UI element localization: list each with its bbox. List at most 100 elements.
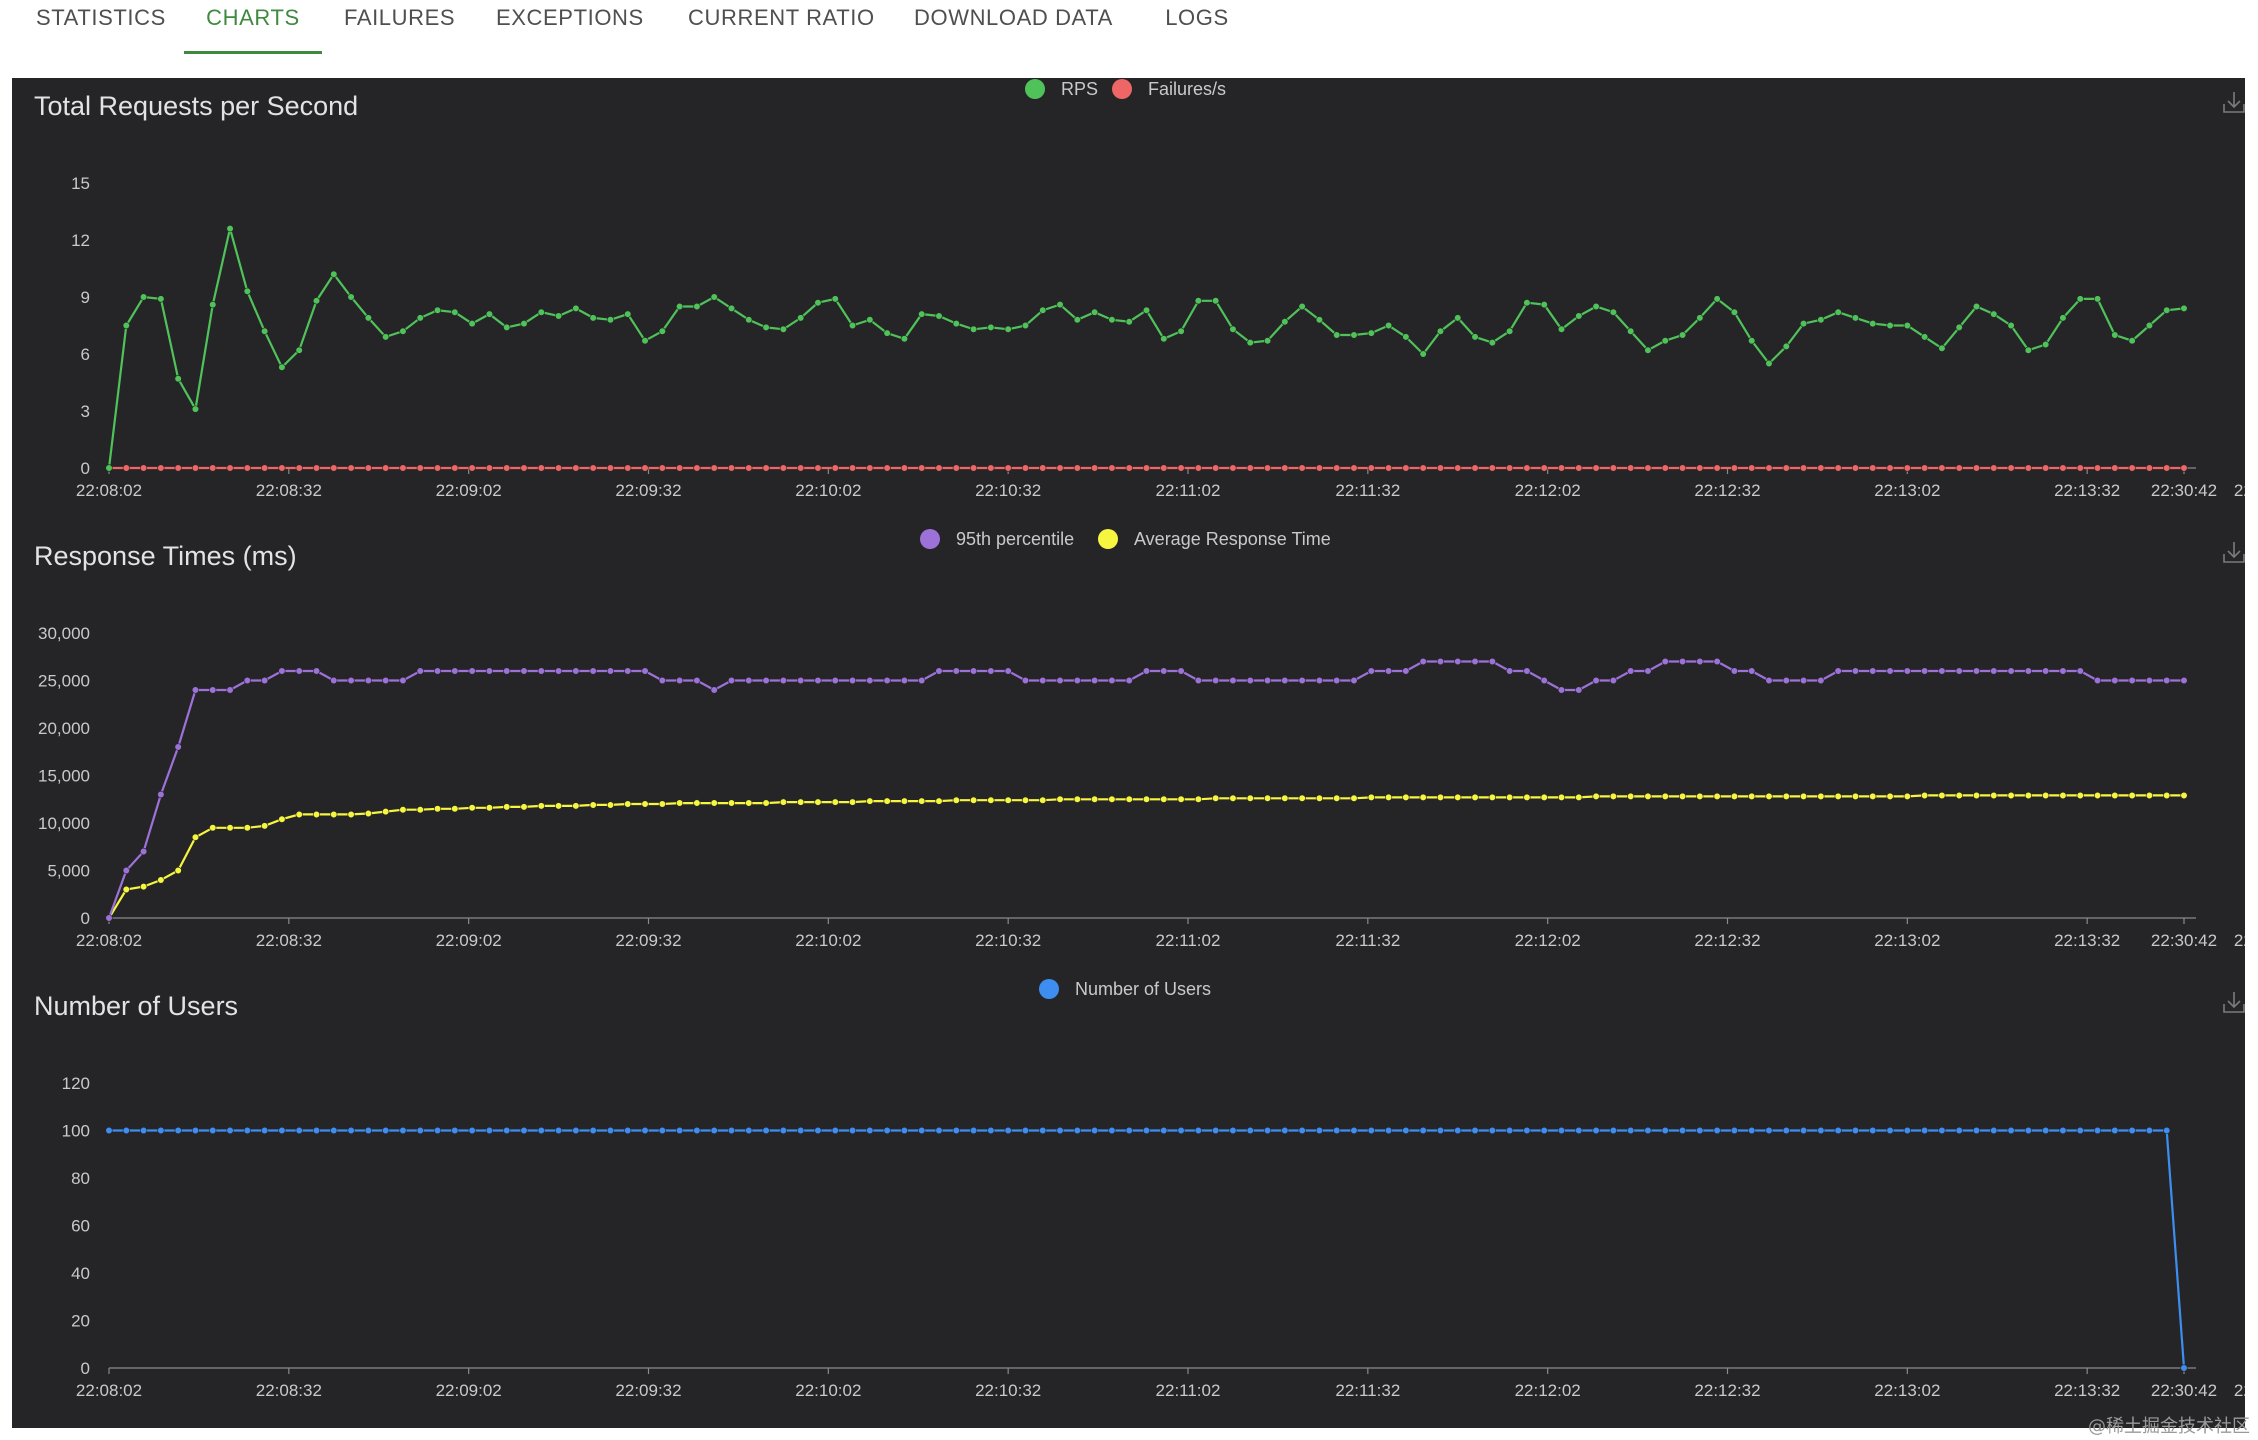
data-point-rps bbox=[1108, 316, 1116, 324]
tab-exceptions[interactable]: EXCEPTIONS bbox=[496, 5, 644, 30]
data-point-95th-percentile bbox=[797, 676, 805, 685]
data-point-number-of-users bbox=[1713, 1126, 1721, 1135]
data-point-number-of-users bbox=[1281, 1126, 1289, 1135]
legend-marker-average-response-time[interactable] bbox=[1098, 529, 1118, 549]
data-point-95th-percentile bbox=[1955, 667, 1963, 675]
data-point-95th-percentile bbox=[2059, 667, 2067, 675]
data-point-number-of-users bbox=[1436, 1126, 1445, 1135]
legend-label-number-of-users[interactable]: Number of Users bbox=[1075, 979, 1211, 999]
data-point-rps bbox=[1799, 320, 1808, 328]
data-point-rps bbox=[1246, 339, 1254, 347]
data-point-failures-s bbox=[226, 464, 234, 472]
data-point-95th-percentile bbox=[1402, 667, 1410, 675]
data-point-95th-percentile bbox=[1627, 667, 1635, 675]
legend-marker-rps[interactable] bbox=[1025, 79, 1045, 99]
data-point-number-of-users bbox=[1160, 1126, 1168, 1135]
data-point-failures-s bbox=[209, 464, 217, 472]
data-point-rps bbox=[1886, 321, 1894, 330]
legend-label-95th-percentile[interactable]: 95th percentile bbox=[956, 529, 1074, 549]
data-point-number-of-users bbox=[1592, 1126, 1600, 1135]
data-point-95th-percentile bbox=[1540, 676, 1548, 685]
data-point-average-response-time bbox=[1834, 792, 1842, 801]
data-point-rps bbox=[520, 320, 528, 328]
data-point-rps bbox=[1609, 308, 1617, 316]
data-point-95th-percentile bbox=[122, 866, 130, 875]
data-point-rps bbox=[278, 363, 286, 371]
data-point-average-response-time bbox=[122, 885, 130, 894]
data-point-rps bbox=[641, 337, 649, 345]
tab-failures[interactable]: FAILURES bbox=[344, 5, 456, 30]
data-point-average-response-time bbox=[1696, 792, 1704, 801]
data-point-rps bbox=[1730, 308, 1739, 316]
data-point-failures-s bbox=[658, 464, 666, 472]
data-point-number-of-users bbox=[2042, 1126, 2050, 1135]
x-tick-label: 22:10:02 bbox=[795, 931, 861, 950]
download-icon[interactable] bbox=[2223, 992, 2245, 1013]
legend-label-rps[interactable]: RPS bbox=[1061, 79, 1098, 99]
legend-label-failures-s[interactable]: Failures/s bbox=[1148, 79, 1226, 99]
legend-label-average-response-time[interactable]: Average Response Time bbox=[1134, 529, 1331, 549]
data-point-failures-s bbox=[330, 464, 338, 472]
data-point-number-of-users bbox=[1039, 1126, 1047, 1135]
data-point-rps bbox=[935, 312, 943, 320]
data-point-number-of-users bbox=[1903, 1126, 1911, 1135]
tab-download-data[interactable]: DOWNLOAD DATA bbox=[914, 5, 1113, 30]
data-point-failures-s bbox=[1004, 464, 1012, 472]
download-icon[interactable] bbox=[2223, 92, 2245, 113]
data-point-number-of-users bbox=[1229, 1126, 1237, 1135]
data-point-number-of-users bbox=[900, 1126, 909, 1135]
data-point-average-response-time bbox=[2093, 791, 2102, 800]
data-point-failures-s bbox=[1212, 464, 1220, 472]
data-point-rps bbox=[312, 297, 321, 305]
tab-charts[interactable]: CHARTS bbox=[184, 0, 322, 54]
data-point-failures-s bbox=[1765, 464, 1773, 472]
data-point-number-of-users bbox=[1678, 1126, 1687, 1135]
data-point-number-of-users bbox=[1730, 1126, 1739, 1135]
data-point-95th-percentile bbox=[883, 676, 891, 685]
tab-logs[interactable]: LOGS bbox=[1165, 5, 1229, 30]
data-point-rps bbox=[1488, 339, 1496, 347]
data-point-failures-s bbox=[779, 464, 787, 472]
data-point-95th-percentile bbox=[261, 676, 269, 685]
data-point-average-response-time bbox=[2180, 791, 2188, 800]
data-point-average-response-time bbox=[1730, 792, 1739, 801]
data-point-95th-percentile bbox=[364, 676, 372, 685]
data-point-average-response-time bbox=[1661, 792, 1669, 801]
data-point-average-response-time bbox=[2076, 791, 2084, 800]
data-point-rps bbox=[191, 405, 200, 413]
x-tick-label: 22:08:02 bbox=[76, 1381, 142, 1400]
data-point-failures-s bbox=[1557, 464, 1566, 472]
data-point-rps bbox=[1263, 337, 1272, 345]
legend-marker-number-of-users[interactable] bbox=[1039, 979, 1059, 999]
data-point-failures-s bbox=[382, 464, 390, 472]
data-point-average-response-time bbox=[1765, 792, 1773, 801]
data-point-95th-percentile bbox=[1696, 657, 1704, 666]
data-point-failures-s bbox=[2042, 464, 2050, 472]
download-icon[interactable] bbox=[2223, 542, 2245, 563]
data-point-95th-percentile bbox=[1436, 657, 1445, 666]
data-point-rps bbox=[209, 301, 217, 309]
data-point-number-of-users bbox=[1454, 1126, 1462, 1135]
legend-marker-failures-s[interactable] bbox=[1112, 79, 1132, 99]
data-point-average-response-time bbox=[382, 808, 390, 816]
tab-statistics[interactable]: STATISTICS bbox=[36, 5, 166, 30]
data-point-failures-s bbox=[727, 464, 736, 472]
tab-current-ratio[interactable]: CURRENT RATIO bbox=[688, 5, 875, 30]
data-point-failures-s bbox=[485, 464, 494, 472]
data-point-average-response-time bbox=[139, 883, 148, 891]
data-point-number-of-users bbox=[433, 1126, 442, 1135]
data-point-failures-s bbox=[1488, 464, 1496, 472]
y-tick-label: 80 bbox=[71, 1169, 90, 1188]
data-point-95th-percentile bbox=[1834, 667, 1842, 675]
data-point-average-response-time bbox=[1903, 792, 1911, 801]
data-point-average-response-time bbox=[243, 824, 251, 832]
data-point-95th-percentile bbox=[1021, 676, 1030, 685]
data-point-95th-percentile bbox=[1177, 667, 1185, 675]
data-point-number-of-users bbox=[866, 1126, 874, 1135]
data-point-rps bbox=[1661, 337, 1669, 345]
data-point-number-of-users bbox=[1263, 1126, 1272, 1135]
data-point-number-of-users bbox=[676, 1126, 684, 1135]
data-point-average-response-time bbox=[330, 810, 338, 819]
legend-marker-95th-percentile[interactable] bbox=[920, 529, 940, 549]
data-point-rps bbox=[1834, 308, 1842, 316]
